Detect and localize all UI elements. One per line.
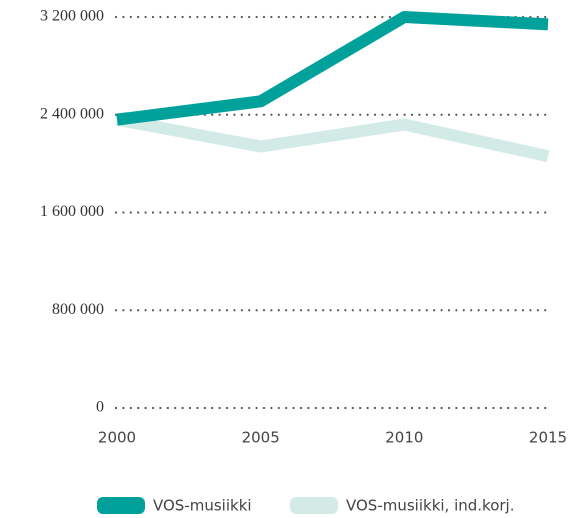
- x-tick-label: 2000: [98, 429, 136, 447]
- legend-label: VOS-musiikki: [153, 497, 252, 515]
- legend-swatch: [97, 497, 145, 514]
- legend-swatch: [290, 497, 338, 514]
- x-tick-label: 2010: [385, 429, 423, 447]
- y-tick-label: 800 000: [52, 301, 104, 318]
- x-tick-label: 2005: [242, 429, 280, 447]
- line-series: [116, 11, 549, 126]
- legend-label: VOS-musiikki, ind.korj.: [346, 497, 514, 515]
- y-tick-label: 2 400 000: [40, 105, 104, 122]
- y-tick-label: 0: [96, 399, 104, 416]
- y-tick-label: 3 200 000: [40, 8, 104, 25]
- line-series: [115, 113, 550, 163]
- x-tick-label: 2015: [529, 429, 567, 447]
- y-tick-label: 1 600 000: [40, 203, 104, 220]
